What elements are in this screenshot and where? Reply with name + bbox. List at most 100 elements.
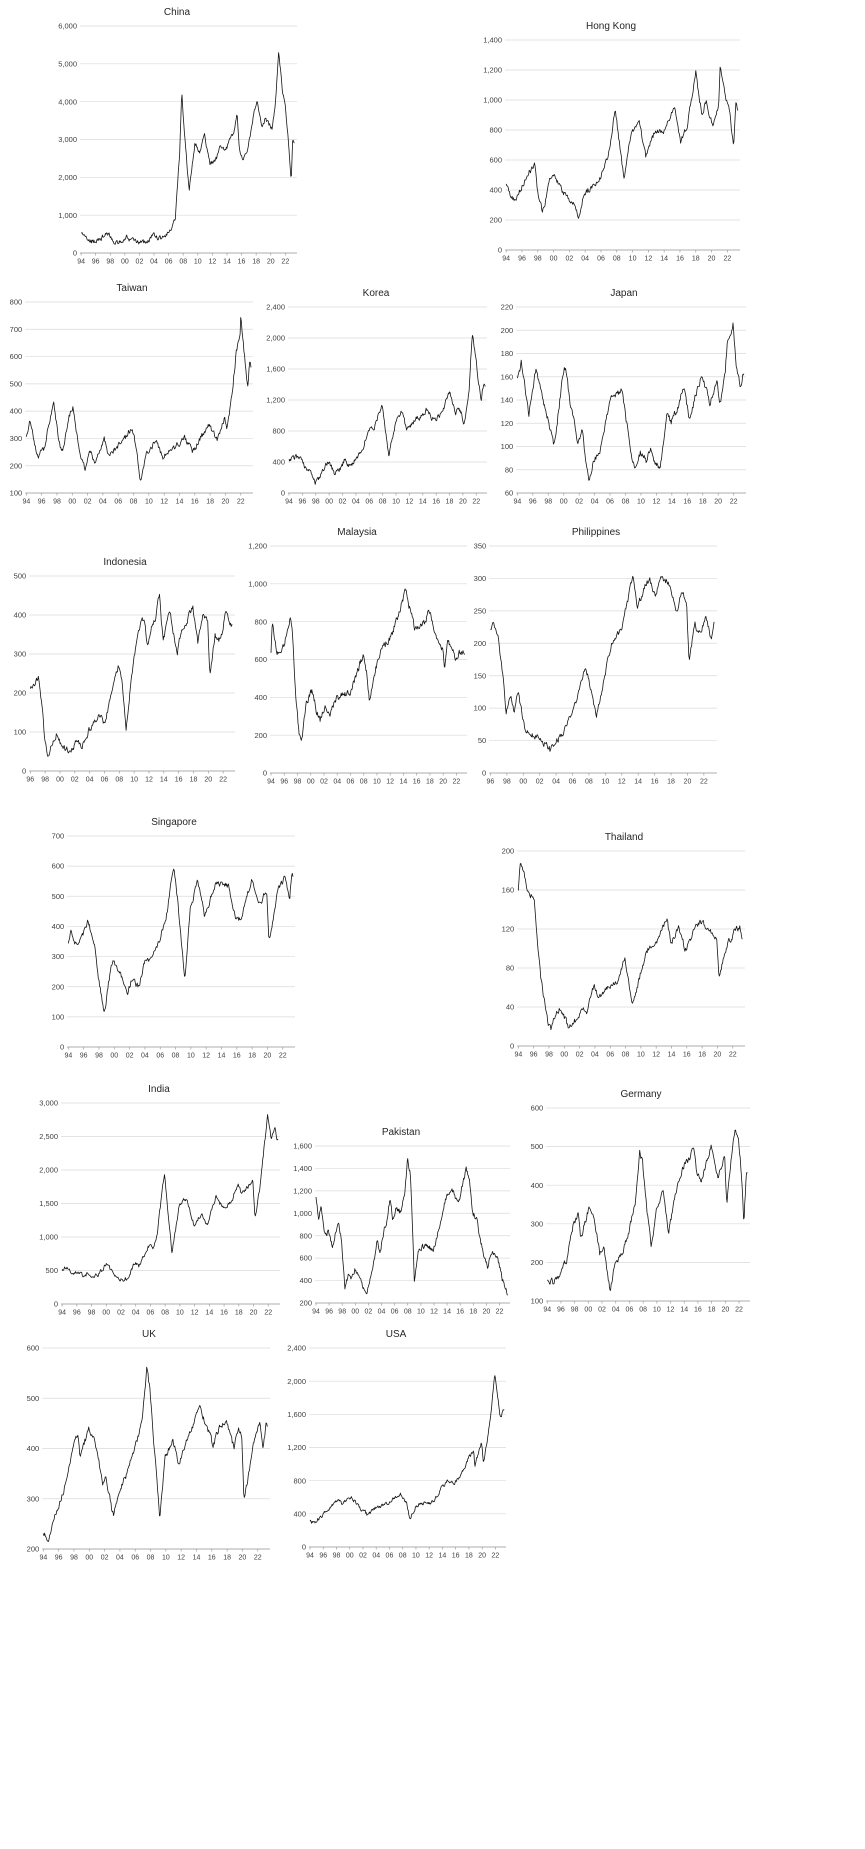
svg-text:00: 00 (110, 1053, 118, 1060)
chart-hong-kong[interactable]: Hong Kong 0 200 400 600 800 1,000 1,200 1,400 94… (477, 20, 745, 265)
svg-text:0: 0 (302, 1543, 306, 1552)
svg-text:96: 96 (319, 1553, 327, 1560)
svg-text:18: 18 (465, 1553, 473, 1560)
svg-text:22: 22 (700, 779, 708, 786)
svg-text:16: 16 (676, 256, 684, 263)
svg-text:18: 18 (446, 499, 454, 506)
svg-text:18: 18 (223, 1555, 231, 1562)
svg-text:06: 06 (391, 1309, 399, 1316)
svg-text:00: 00 (560, 499, 568, 506)
chart-india[interactable]: India 0 500 1,000 1,500 2,000 2,500 3,000 94 96 9… (33, 1083, 285, 1319)
chart-pakistan[interactable]: Pakistan 200 400 600 800 1,000 1,200 1,400 1,60… (287, 1126, 515, 1318)
svg-text:00: 00 (85, 1555, 93, 1562)
svg-text:500: 500 (27, 1394, 40, 1403)
svg-text:16: 16 (456, 1309, 464, 1316)
svg-text:18: 18 (252, 259, 260, 266)
svg-text:96: 96 (38, 499, 46, 506)
chart-germany[interactable]: Germany 100 200 300 400 500 600 94 96 98 00 02 04 06… (527, 1088, 755, 1316)
svg-text:22: 22 (729, 1052, 737, 1059)
svg-text:96: 96 (530, 1052, 538, 1059)
svg-text:08: 08 (161, 1310, 169, 1317)
chart-singapore[interactable]: Singapore 0 100 200 300 400 500 600 700 94 96 98 00… (48, 816, 300, 1062)
svg-text:14: 14 (176, 499, 184, 506)
svg-text:500: 500 (14, 572, 27, 581)
chart-philippines[interactable]: Philippines 0 50 100 150 200 250 300 350 96 98 00 0… (470, 526, 722, 788)
svg-text:08: 08 (115, 777, 123, 784)
svg-text:14: 14 (439, 1553, 447, 1560)
svg-text:12: 12 (386, 779, 394, 786)
chart-uk[interactable]: UK 200 300 400 500 600 94 96 98 00 02 04 06 08 10 12 14… (23, 1328, 275, 1564)
svg-text:18: 18 (708, 1307, 716, 1314)
svg-text:06: 06 (156, 1053, 164, 1060)
svg-text:20: 20 (264, 1053, 272, 1060)
svg-text:00: 00 (560, 1052, 568, 1059)
svg-text:10: 10 (653, 1307, 661, 1314)
svg-text:00: 00 (550, 256, 558, 263)
svg-text:300: 300 (10, 434, 23, 443)
chart-china[interactable]: China 0 1,000 2,000 3,000 4,000 5,000 6,000 94 9… (52, 6, 302, 268)
svg-text:160: 160 (502, 886, 515, 895)
svg-text:08: 08 (639, 1307, 647, 1314)
svg-text:06: 06 (165, 259, 173, 266)
svg-text:02: 02 (339, 499, 347, 506)
svg-text:2,000: 2,000 (266, 334, 285, 343)
svg-text:98: 98 (333, 1553, 341, 1560)
chart-malaysia[interactable]: Malaysia 0 200 400 600 800 1,000 1,200 94 96 98 00… (242, 526, 472, 788)
chart-title: Hong Kong (585, 21, 637, 32)
chart-thailand[interactable]: Thailand 0 40 80 120 160 200 94 96 98 00 02 04 06 08 1… (498, 831, 750, 1061)
svg-text:14: 14 (634, 779, 642, 786)
svg-text:00: 00 (56, 777, 64, 784)
chart-indonesia[interactable]: Indonesia 0 100 200 300 400 500 96 98 00 02 04 06 08… (10, 556, 240, 786)
svg-text:3,000: 3,000 (39, 1099, 58, 1108)
svg-text:100: 100 (10, 489, 23, 498)
svg-text:14: 14 (193, 1555, 201, 1562)
svg-text:1,600: 1,600 (287, 1410, 306, 1419)
svg-text:1,600: 1,600 (293, 1142, 312, 1151)
svg-text:800: 800 (293, 1476, 306, 1485)
svg-text:2,400: 2,400 (287, 1344, 306, 1353)
svg-text:08: 08 (404, 1309, 412, 1316)
svg-text:400: 400 (272, 458, 285, 467)
svg-text:1,200: 1,200 (483, 66, 502, 75)
chart-title: India (148, 1084, 170, 1095)
svg-text:22: 22 (264, 1310, 272, 1317)
svg-text:200: 200 (502, 847, 515, 856)
svg-text:06: 06 (606, 1052, 614, 1059)
svg-text:14: 14 (668, 1052, 676, 1059)
svg-text:20: 20 (708, 256, 716, 263)
svg-text:80: 80 (505, 465, 513, 474)
svg-text:08: 08 (147, 1555, 155, 1562)
chart-usa[interactable]: USA 0 400 800 1,200 1,600 2,000 2,400 94 96 98 00 0… (281, 1328, 511, 1562)
svg-text:14: 14 (160, 777, 168, 784)
svg-text:04: 04 (552, 779, 560, 786)
chart-taiwan[interactable]: Taiwan 100 200 300 400 500 600 700 800 94 96 98 00 0… (6, 282, 258, 508)
svg-text:22: 22 (237, 499, 245, 506)
svg-text:18: 18 (698, 1052, 706, 1059)
svg-text:94: 94 (306, 1553, 314, 1560)
svg-text:3,000: 3,000 (58, 135, 77, 144)
svg-text:96: 96 (92, 259, 100, 266)
svg-text:94: 94 (22, 499, 30, 506)
svg-text:08: 08 (399, 1553, 407, 1560)
chart-korea[interactable]: Korea 0 400 800 1,200 1,600 2,000 2,400 94 96 98 0… (260, 287, 492, 508)
svg-text:150: 150 (474, 671, 487, 680)
chart-title: China (163, 7, 191, 18)
svg-text:22: 22 (219, 777, 227, 784)
svg-text:02: 02 (536, 779, 544, 786)
svg-text:1,400: 1,400 (483, 36, 502, 45)
svg-text:1,200: 1,200 (287, 1443, 306, 1452)
svg-text:00: 00 (584, 1307, 592, 1314)
svg-text:100: 100 (501, 442, 514, 451)
svg-text:1,500: 1,500 (39, 1199, 58, 1208)
svg-text:12: 12 (652, 499, 660, 506)
svg-text:0: 0 (73, 249, 77, 258)
chart-title: Philippines (571, 527, 621, 538)
svg-text:20: 20 (239, 1555, 247, 1562)
svg-text:2,000: 2,000 (287, 1377, 306, 1386)
svg-text:08: 08 (360, 779, 368, 786)
svg-text:2,400: 2,400 (266, 303, 285, 312)
chart-japan[interactable]: Japan 60 80 100 120 140 160 180 200 220 94 96 98 00 0… (497, 287, 751, 508)
svg-text:600: 600 (531, 1104, 544, 1113)
svg-text:18: 18 (692, 256, 700, 263)
svg-text:06: 06 (365, 499, 373, 506)
